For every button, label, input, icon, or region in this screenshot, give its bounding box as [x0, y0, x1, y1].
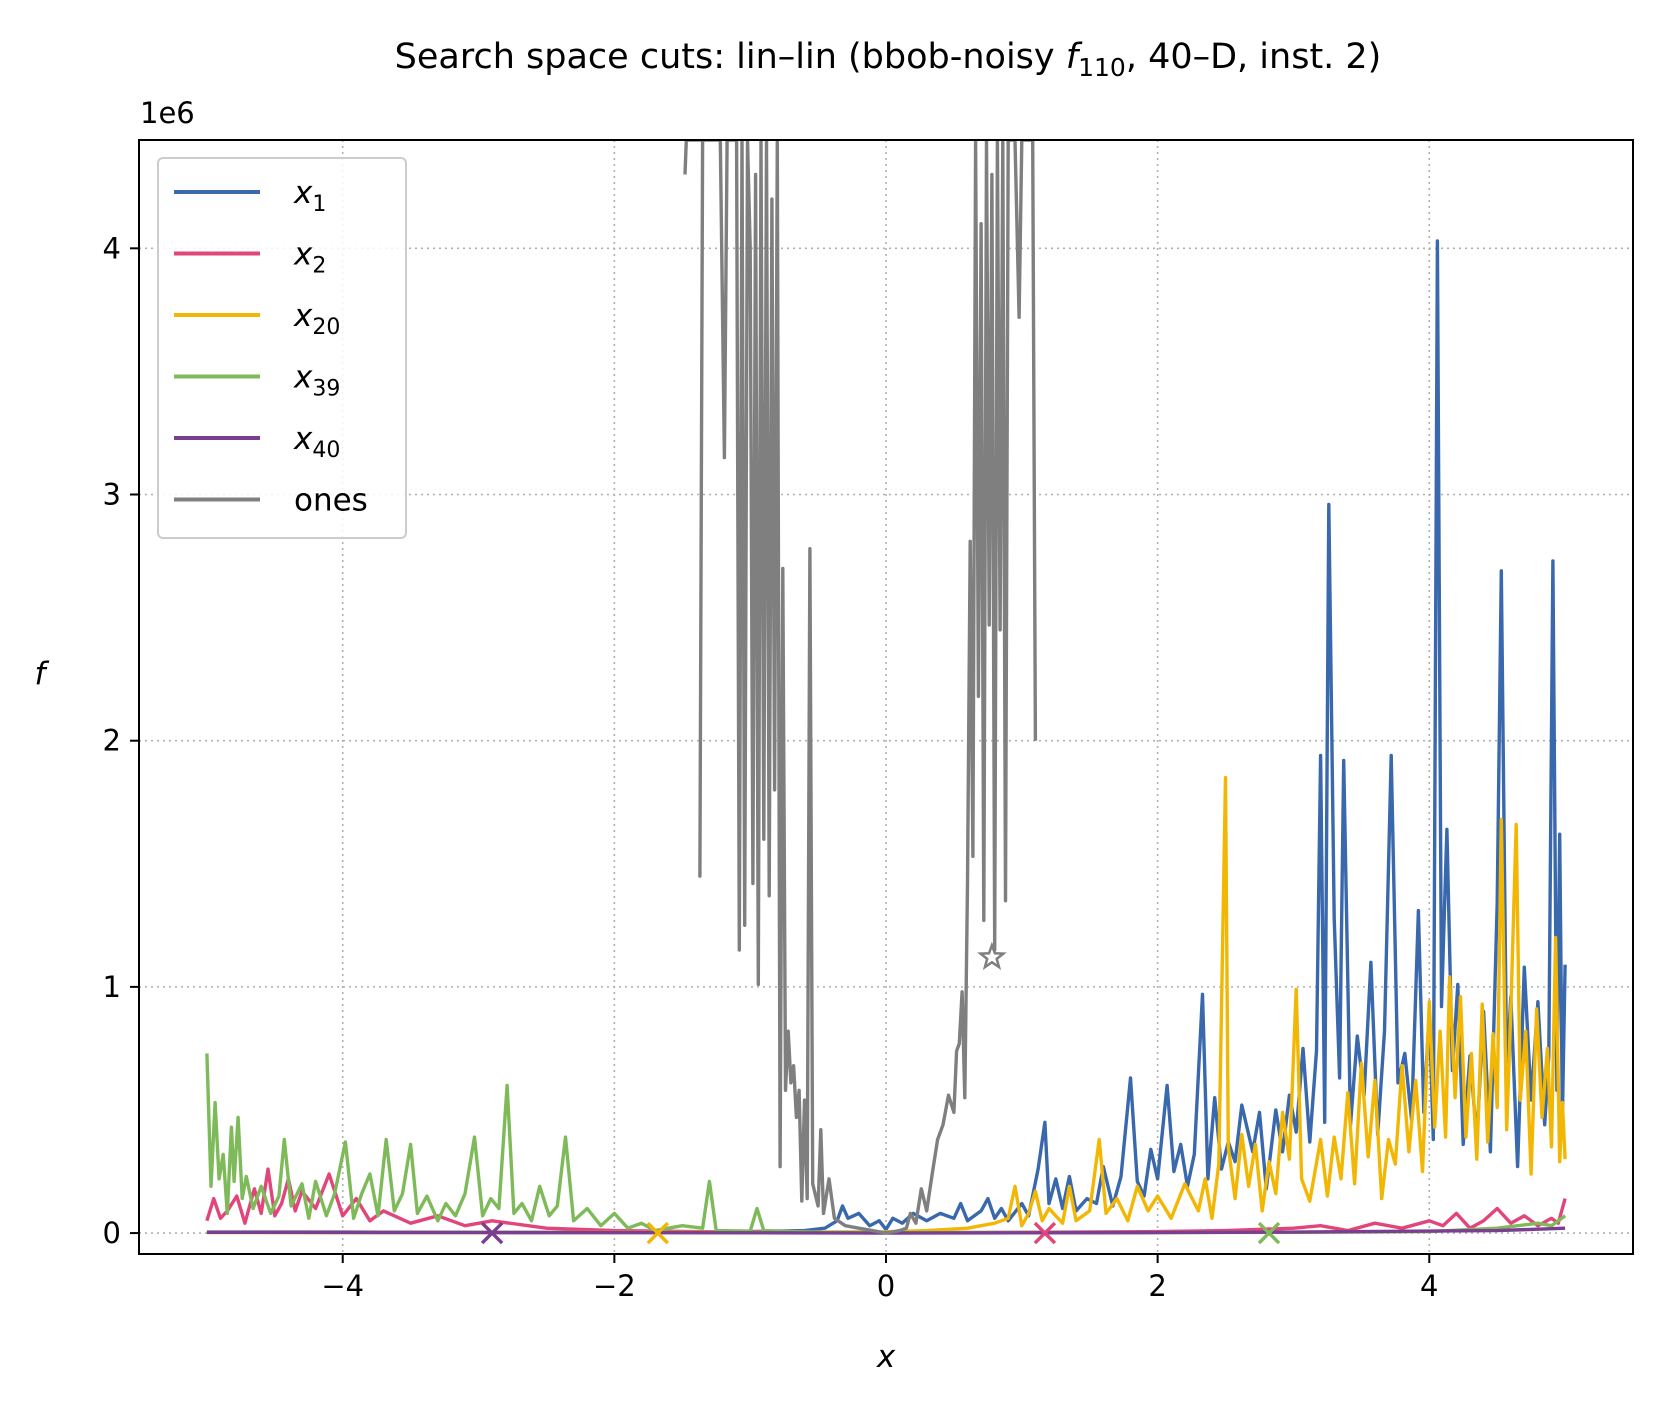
marker-layer: [480, 941, 1281, 1245]
legend-label-name: x: [293, 421, 313, 457]
legend-label-x40: x40: [293, 421, 340, 463]
optimum-marker-x1: [480, 1221, 504, 1245]
x-tick-label: 0: [877, 1269, 895, 1303]
legend-label-name: x: [293, 298, 313, 334]
optimum-marker-ones: [977, 941, 1007, 971]
y-tick-label: 3: [103, 478, 121, 512]
x-axis-label: x: [876, 1339, 896, 1375]
optimum-marker-x2: [1033, 1221, 1057, 1245]
series-line-x20: [206, 775, 1567, 1235]
series-layer: [205, 140, 1567, 1235]
legend-label-subscript: 2: [312, 254, 326, 279]
y-axis-label: f: [35, 656, 50, 692]
chart-title-func-sub: 110: [1078, 53, 1126, 82]
series-line-x2: [205, 1167, 1567, 1235]
x-tick-label: 2: [1148, 1269, 1166, 1303]
series-line-x39: [205, 1053, 1567, 1235]
chart-title-post: , 40–D, inst. 2): [1126, 37, 1382, 77]
series-line-ones: [683, 140, 1038, 1235]
legend-label-ones: ones: [294, 483, 368, 519]
legend-label-x2: x2: [293, 237, 326, 279]
chart-title: Search space cuts: lin–lin (bbob-noisy f…: [395, 37, 1382, 82]
optimum-marker-x39: [1257, 1221, 1281, 1245]
legend-label-subscript: 39: [312, 377, 340, 402]
legend-label-x39: x39: [293, 360, 340, 402]
legend-label-subscript: 1: [312, 192, 326, 217]
legend-label-x1: x1: [293, 175, 326, 217]
y-tick-label: 0: [103, 1216, 121, 1250]
x-tick-label: −2: [593, 1269, 636, 1303]
legend-box: [157, 157, 407, 539]
legend-label-name: ones: [294, 483, 368, 519]
y-tick-label: 4: [103, 231, 121, 265]
y-tick-label: 1: [103, 970, 121, 1004]
legend-label-x20: x20: [293, 298, 340, 340]
chart-title-pre: Search space cuts: lin–lin (bbob-noisy: [395, 37, 1066, 77]
legend-label-subscript: 40: [312, 438, 340, 463]
x-tick-label: −4: [321, 1269, 364, 1303]
legend-label-subscript: 20: [312, 315, 340, 340]
x-tick-label: 4: [1420, 1269, 1438, 1303]
legend-label-name: x: [293, 360, 313, 396]
y-tick-label: 2: [103, 724, 121, 758]
legend-label-name: x: [293, 175, 313, 211]
legend-label-name: x: [293, 237, 313, 273]
optimum-marker-x20: [646, 1221, 670, 1245]
y-offset-label: 1e6: [140, 96, 195, 130]
series-line-x40: [206, 1226, 1566, 1235]
